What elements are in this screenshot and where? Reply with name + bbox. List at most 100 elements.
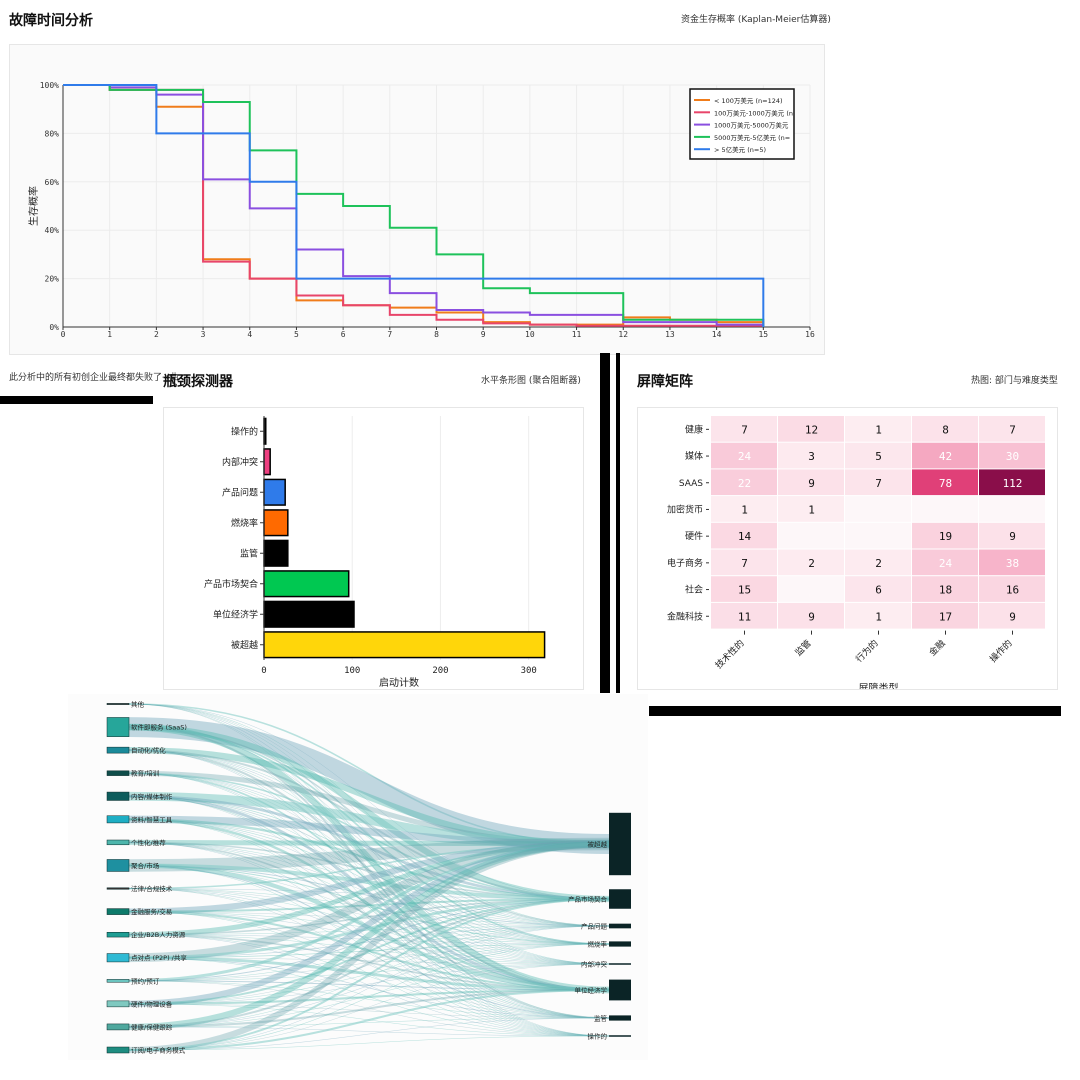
sankey-source-node [106,953,130,963]
sankey-link [128,819,610,1019]
sankey-link [128,796,610,1037]
heatmap-cell-value: 9 [808,610,815,623]
heatmap-cell-value: 14 [738,530,752,543]
km-xtick-label: 6 [341,330,346,339]
sankey-link [128,925,610,1051]
sankey-link [128,925,610,1005]
bar-mark [263,631,546,659]
km-ytick-label: 80% [45,129,60,138]
heatmap-row-label: 社会 [685,584,703,596]
sankey-link [128,963,610,1028]
heatmap-cell-value: 6 [875,584,882,597]
sankey-link [128,963,610,1051]
sankey-source-node [106,815,130,824]
heatmap-cell [979,442,1045,469]
sankey-link [128,839,610,847]
sankey-source-label: 自动化/优化 [131,746,166,755]
sankey-link [128,863,610,901]
km-xtick-label: 12 [618,330,628,339]
km-ytick-label: 60% [45,178,60,187]
km-legend-label: 5000万美元-5亿美元 (n= [714,133,790,142]
heatmap-col-label: 技术性的 [713,637,747,671]
sankey-source-label: 金融服务/交易 [131,907,172,916]
sankey-link [128,888,610,900]
heatmap-cell-value: 11 [738,610,751,623]
sankey-link [128,794,610,901]
heatmap-cell [845,416,911,442]
sankey-link [128,723,610,903]
heatmap-row-label: 加密货币 [667,503,703,515]
km-xtick-label: 9 [481,330,486,339]
sankey-source-label: 点对点 (P2P) /共享 [131,953,187,962]
sankey-link [128,888,610,945]
sankey-source-label: 健康/保健跟踪 [131,1022,173,1031]
sankey-link [128,815,610,848]
sankey-link [128,703,610,845]
km-ytick-label: 100% [40,81,59,90]
heatmap-title: 屏障矩阵 [637,374,693,390]
km-ytick-label: 0% [49,323,59,332]
km-title: 故障时间分析 [9,13,93,29]
bar-mark [263,448,271,476]
bar-xtick-label: 300 [521,666,537,676]
heatmap-cell [711,442,777,469]
sankey-link [128,925,610,1028]
heatmap-cell [711,602,777,629]
sankey-link [128,726,610,965]
km-chart: 0%20%40%60%80%100%0 1 2 3 4 5 6 7 8 9 10 11 12 13 14 15… [27,81,815,339]
sankey-link [128,925,610,982]
km-series-line [63,84,765,327]
bar-category-label: 操作的 [231,425,258,437]
sankey-target-label: 产品市场契合 [568,895,608,904]
heatmap-cell-value: 24 [939,557,953,570]
sankey-link [128,842,610,1037]
sankey-target-label: 单位经济学 [575,986,608,995]
sankey-source-node [106,839,130,846]
km-series-line [63,84,765,327]
bar-xtick-label: 0 [261,666,266,676]
heatmap-cell [711,549,777,576]
sankey-link [128,910,610,992]
sankey-link [128,934,610,945]
heatmap-cell [845,549,911,576]
bar-category-label: 产品市场契合 [204,578,258,590]
sankey-link [128,749,610,945]
sankey-source-node [106,859,130,872]
bar-mark [263,570,350,598]
sankey-link [128,703,610,1037]
km-legend-label: 100万美元-1000万美元 (n [714,108,793,117]
km-xtick-label: 15 [758,330,768,339]
heatmap-cell-value: 1 [808,503,815,516]
sankey-link [128,772,610,900]
heatmap-col-label: 监管 [792,637,813,658]
heatmap-cell [845,576,911,602]
heatmap-cell [979,469,1045,496]
heatmap-cell-value: 7 [1009,423,1016,436]
km-subtitle: 资金生存概率 (Kaplan-Meier估算器) [681,15,831,25]
sankey-link [128,795,610,927]
sankey-source-label: 资料/智慧工具 [131,815,173,824]
heatmap-cell-value: 30 [1006,450,1019,463]
sankey-link [128,703,610,927]
sankey-link [128,980,610,1019]
heatmap-row-label: 金融科技 [667,610,703,622]
sankey-link [128,888,610,1037]
heatmap-cell [845,442,911,469]
sankey-source-node [106,717,130,737]
sankey-source-node [106,746,130,754]
sankey-link [128,749,610,992]
sankey-target-node [609,923,631,929]
sankey-link [128,963,610,982]
sankey-source-node [106,887,130,890]
sankey-source-label: 教育/培训 [131,769,159,778]
sankey-link [128,772,610,945]
sankey-source-label: 个性化/推荐 [131,838,166,847]
sankey-link [128,794,610,992]
sankey-source-label: 软件即服务 (SaaS) [131,723,187,732]
sankey-link [128,749,610,1037]
bottleneck-chart: 0 100 200 300 操作的内部冲突产品问题燃烧率监管产品市场契合单位经济学被超越… [204,416,546,689]
km-xtick-label: 7 [387,330,392,339]
sankey-source-node [106,791,130,801]
sankey-link [128,888,610,1019]
